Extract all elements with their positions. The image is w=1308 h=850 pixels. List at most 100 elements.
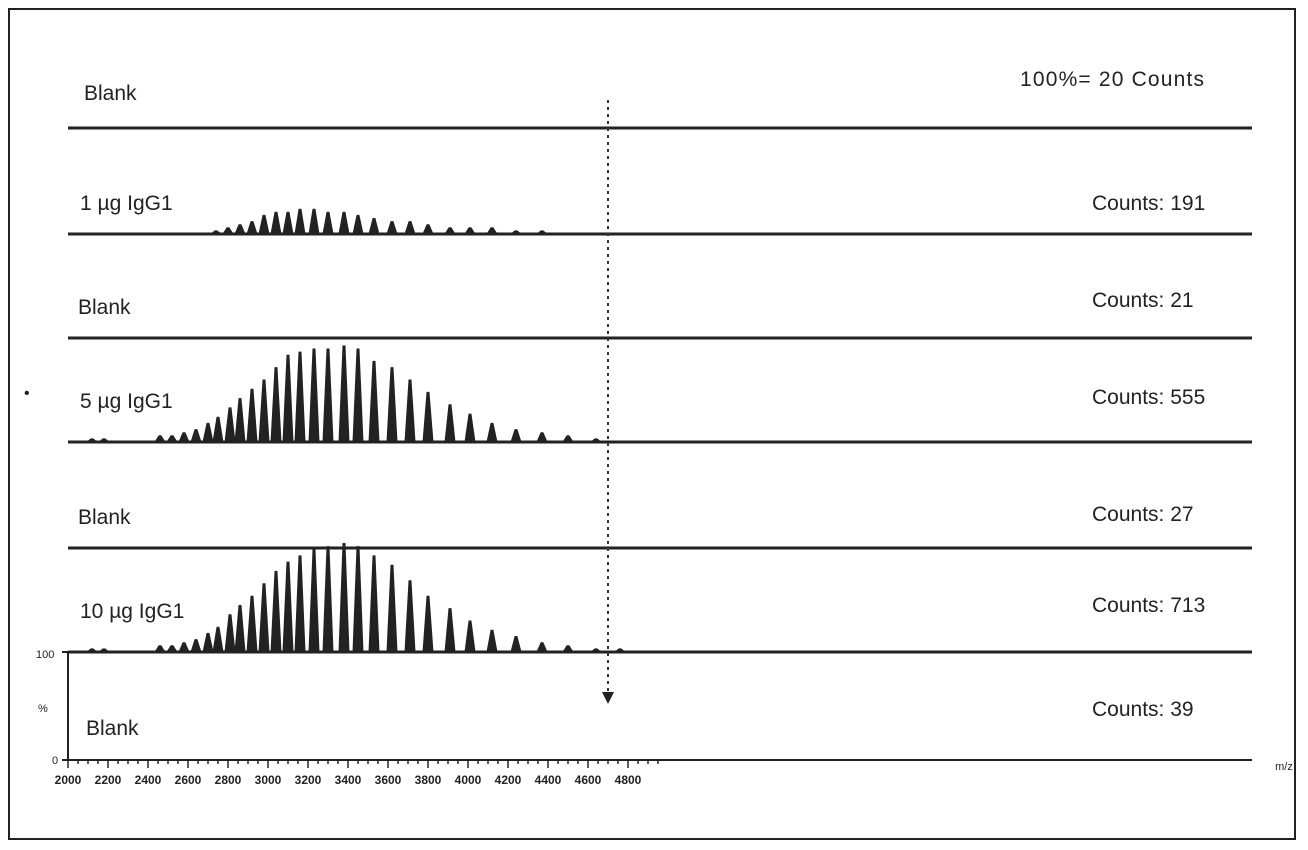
spectrum-peak — [368, 360, 380, 443]
spectrum-peak — [85, 438, 99, 443]
spectrum-peak — [486, 629, 498, 653]
spectrum-peak — [166, 435, 178, 443]
spectrum-peak — [190, 429, 202, 443]
spectrum-peak — [246, 221, 258, 235]
spectrum-peak — [270, 211, 282, 235]
x-tick-label: 4800 — [615, 773, 642, 787]
spectrum-peak — [338, 543, 350, 653]
trace-label: Blank — [84, 82, 137, 105]
spectrum-peak — [404, 221, 416, 235]
spectrum-peak — [322, 348, 334, 443]
x-tick-label: 2200 — [95, 773, 122, 787]
spectrum-peak — [509, 230, 523, 235]
y-tick-label: 0 — [52, 755, 58, 767]
spectrum-peak — [246, 388, 258, 443]
x-tick-label: 2800 — [215, 773, 242, 787]
spectrum-peak — [178, 432, 190, 443]
counts-label: Counts: 21 — [1092, 289, 1194, 312]
spectrum-peak — [282, 561, 294, 653]
x-tick-label: 2000 — [55, 773, 82, 787]
trace-label: Blank — [78, 296, 131, 319]
spectrum-peak — [613, 648, 627, 653]
spectrum-peak — [404, 580, 416, 653]
spectrum-peak — [166, 645, 178, 653]
spectrum-peak — [202, 422, 214, 443]
figure-frame — [8, 8, 1296, 840]
spectrum-peak — [212, 416, 224, 443]
spectrum-peak — [258, 583, 270, 653]
trace-label: 10 µg IgG1 — [80, 600, 184, 623]
spectrum-peak — [464, 620, 476, 653]
spectrum-peak — [202, 632, 214, 653]
spectrum-peak — [322, 546, 334, 653]
spectrum-peak — [190, 639, 202, 653]
spectrum-peak — [510, 429, 522, 443]
spectrum-peak — [258, 379, 270, 443]
spectrum-peak — [338, 345, 350, 443]
spectrum-peak — [444, 608, 456, 653]
x-tick-label: 3800 — [415, 773, 442, 787]
spectrum-peak — [97, 648, 111, 653]
counts-label: Counts: 191 — [1092, 192, 1205, 215]
spectrum-peak — [562, 435, 574, 443]
trace-label: 1 µg IgG1 — [80, 192, 173, 215]
x-tick-label: 4400 — [535, 773, 562, 787]
x-tick-label: 3400 — [335, 773, 362, 787]
labels-layer: Blank 1 µg IgG1 Counts: 191 Blank Counts: 21… — [78, 82, 1205, 740]
traces-layer — [68, 126, 1252, 761]
spectrum-peak — [308, 208, 320, 235]
x-tick-label: 3600 — [375, 773, 402, 787]
spectrum-peak — [536, 432, 548, 443]
spectrum-peak — [422, 595, 434, 653]
spectrum-peak — [246, 595, 258, 653]
x-tick-label: 2400 — [135, 773, 162, 787]
spectrum-peak — [386, 564, 398, 653]
spectrum-peak — [535, 230, 549, 235]
spectrum-peak — [464, 227, 476, 235]
spectrum-peak — [536, 642, 548, 653]
x-tick-label: 4000 — [455, 773, 482, 787]
spectrum-peak — [368, 218, 380, 235]
spectrum-peak — [294, 208, 306, 235]
spectrum-peak — [444, 227, 456, 235]
spectrum-peak — [486, 227, 498, 235]
x-axis-label: m/z — [1275, 761, 1293, 773]
spectrum-peak — [404, 379, 416, 443]
spectrum-peak — [258, 214, 270, 235]
spectrum-peak — [209, 230, 223, 235]
y-tick-label: 100 — [36, 649, 54, 661]
spectrum-peak — [589, 438, 603, 443]
spectrum-peak — [386, 367, 398, 443]
spectrum-peak — [270, 570, 282, 653]
trace-label: 5 µg IgG1 — [80, 390, 173, 413]
spectrum-peak — [97, 438, 111, 443]
spectrum-peak — [85, 648, 99, 653]
spectrum-peak — [234, 398, 246, 443]
spectrum-peak — [294, 555, 306, 653]
spectrum-peak — [352, 214, 364, 235]
spectrum-peak — [368, 555, 380, 653]
spectrum-peak — [234, 605, 246, 653]
spectrum-peak — [224, 407, 236, 443]
spectrum-peak — [562, 645, 574, 653]
counts-label: Counts: 27 — [1092, 503, 1194, 526]
x-tick-label: 4600 — [575, 773, 602, 787]
trace-label: Blank — [78, 506, 131, 529]
x-tick-label: 2600 — [175, 773, 202, 787]
spectrum-peak — [444, 404, 456, 443]
spectrum-peak — [422, 391, 434, 443]
spectrum-peak — [224, 614, 236, 653]
spectrum-peak — [154, 645, 166, 653]
spectrum-peak — [589, 648, 603, 653]
scale-note: 100%= 20 Counts — [1020, 68, 1204, 91]
spectrum-peak — [308, 348, 320, 443]
spectrum-peak — [338, 211, 350, 235]
spectrum-peak — [352, 546, 364, 653]
reference-marker-arrow — [602, 692, 614, 704]
spectrum-peak — [464, 413, 476, 443]
spectrum-peak — [486, 422, 498, 443]
counts-label: Counts: 713 — [1092, 594, 1205, 617]
x-tick-label: 3200 — [295, 773, 322, 787]
spectrum-peak — [422, 224, 434, 235]
